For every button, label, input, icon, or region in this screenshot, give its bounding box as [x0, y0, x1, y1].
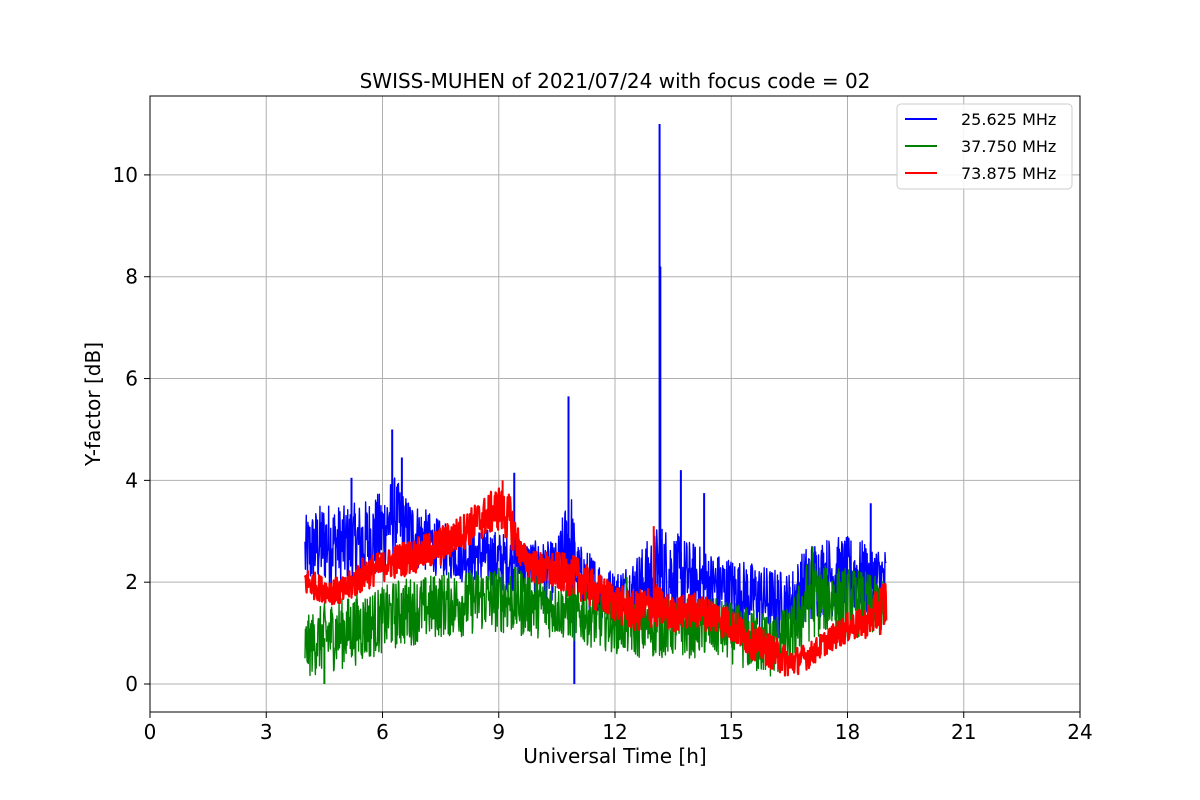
- x-tick-label: 0: [144, 720, 157, 744]
- legend-label: 73.875 MHz: [961, 164, 1056, 183]
- chart-title: SWISS-MUHEN of 2021/07/24 with focus cod…: [360, 69, 871, 93]
- legend-label: 25.625 MHz: [961, 110, 1056, 129]
- x-tick-label: 21: [951, 720, 976, 744]
- legend: 25.625 MHz 37.750 MHz 73.875 MHz: [896, 103, 1073, 190]
- x-tick-label: 15: [719, 720, 744, 744]
- x-axis-label: Universal Time [h]: [523, 744, 706, 768]
- y-tick-label: 0: [125, 672, 138, 696]
- x-tick-label: 3: [260, 720, 273, 744]
- y-tick-label: 6: [125, 367, 138, 391]
- x-tick-label: 6: [376, 720, 389, 744]
- series-layer: [303, 124, 888, 684]
- legend-box: [896, 103, 1073, 190]
- x-tick-label: 9: [492, 720, 505, 744]
- x-tick-label: 24: [1067, 720, 1092, 744]
- x-tick-label: 18: [835, 720, 860, 744]
- x-tick-label: 12: [602, 720, 627, 744]
- y-tick-label: 8: [125, 265, 138, 289]
- series-line: [303, 487, 888, 677]
- y-axis-label: Y-factor [dB]: [81, 342, 105, 467]
- y-tick-label: 2: [125, 570, 138, 594]
- y-tick-label: 4: [125, 468, 138, 492]
- y-tick-label: 10: [113, 163, 138, 187]
- legend-label: 37.750 MHz: [961, 137, 1056, 156]
